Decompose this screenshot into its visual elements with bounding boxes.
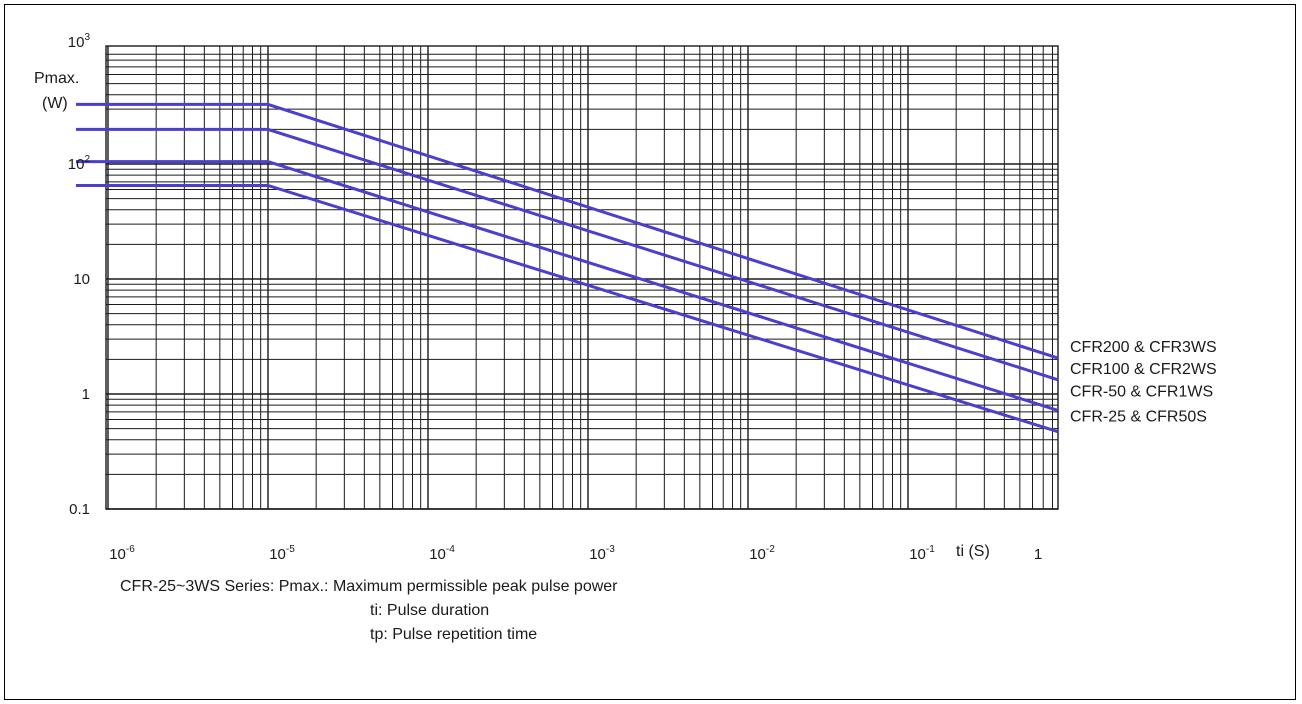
y-unit-label-line1: Pmax.: [34, 70, 79, 87]
x-tick-label: 10-2: [749, 544, 775, 563]
series-line-3: [76, 160, 1059, 412]
y-unit-label-line2: (W): [42, 95, 68, 112]
y-tick-label: 10: [73, 271, 90, 288]
x-tick-label: 10-6: [109, 544, 135, 563]
x-tick-label: 10-1: [909, 544, 935, 563]
series-line-2: [76, 127, 1059, 382]
y-tick-label: 102: [68, 154, 91, 173]
chart-series-lines: [76, 102, 1059, 434]
series-label-1: CFR200 & CFR3WS: [1070, 339, 1217, 356]
x-tick-label: 1: [1034, 546, 1042, 563]
y-tick-label: 103: [68, 32, 91, 51]
series-line-1: [76, 102, 1059, 360]
series-label-4: CFR-25 & CFR50S: [1070, 409, 1207, 426]
caption-ti: ti: Pulse duration: [370, 602, 490, 619]
caption-tp: tp: Pulse repetition time: [370, 626, 538, 643]
series-label-3: CFR-50 & CFR1WS: [1070, 383, 1213, 400]
y-tick-label: 1: [82, 386, 90, 403]
series-line-4: [76, 184, 1059, 434]
x-unit-label: ti (S): [956, 543, 990, 560]
x-tick-label: 10-3: [589, 544, 615, 563]
chart-grid: [105, 45, 1059, 510]
series-label-2: CFR100 & CFR2WS: [1070, 361, 1217, 378]
chart-series-labels: CFR200 & CFR3WS CFR100 & CFR2WS CFR-50 & C…: [1070, 339, 1217, 426]
x-tick-label: 10-4: [429, 544, 455, 563]
figure-frame: [4, 4, 1296, 700]
x-tick-label: 10-5: [269, 544, 295, 563]
y-tick-label: 0.1: [69, 501, 90, 518]
caption-main: CFR-25~3WS Series: Pmax.: Maximum permis…: [120, 578, 618, 595]
